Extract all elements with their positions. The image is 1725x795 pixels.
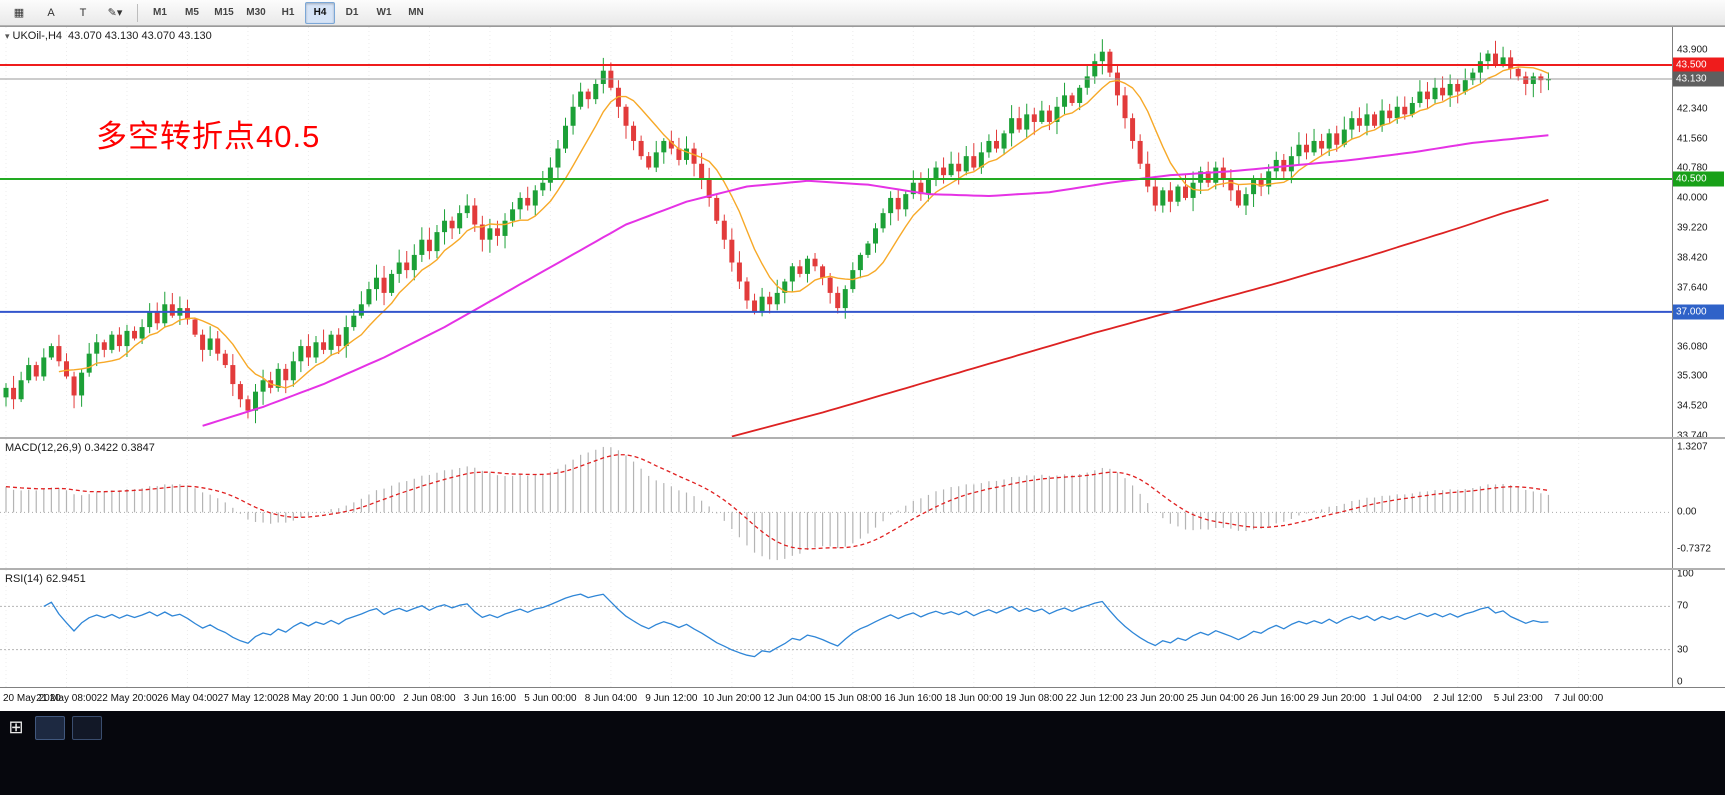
- toolbar-separator: [137, 3, 138, 22]
- timeframe-m1-button[interactable]: M1: [153, 7, 167, 18]
- time-axis-label: 22 Jun 12:00: [1065, 693, 1124, 704]
- rsi-canvas[interactable]: [0, 570, 1672, 687]
- time-axis[interactable]: 20 May 2020 21 May 08:00 22 May 20:00 26 Ma…: [0, 687, 1725, 711]
- macd-axis[interactable]: 1.3207 0.00 -0.7372: [1672, 439, 1725, 568]
- time-axis-label: 10 Jun 20:00: [702, 693, 761, 704]
- chart-title: ▾ UKOil-,H4 43.070 43.130 43.070 43.130: [5, 30, 212, 42]
- toolbar: ▦ A T ✎▾ M1 M5 M15 M30 H1 H4 D1 W1 MN: [0, 0, 1725, 26]
- timeframe-w1-button[interactable]: W1: [376, 7, 392, 18]
- timeframe-d1-button[interactable]: D1: [345, 7, 359, 18]
- time-axis-label: 8 Jun 04:00: [584, 693, 638, 704]
- time-axis-label: 16 Jun 16:00: [884, 693, 943, 704]
- macd-axis-label: -0.7372: [1677, 543, 1711, 555]
- price-axis-label: 39.220: [1677, 222, 1708, 234]
- price-axis-label: 43.900: [1677, 44, 1708, 56]
- price-badge-43.130: 43.130: [1673, 71, 1724, 87]
- ohlc-readout: 43.070 43.130 43.070 43.130: [68, 30, 212, 42]
- time-axis-label: 26 Jun 16:00: [1247, 693, 1306, 704]
- toolbar-icon-group: ▦ A T ✎▾: [4, 2, 130, 24]
- price-badge-40.500: 40.500: [1673, 171, 1724, 187]
- time-axis-label: 2 Jul 12:00: [1433, 693, 1483, 704]
- price-axis-label: 33.740: [1677, 430, 1708, 437]
- time-axis-label: 3 Jun 16:00: [463, 693, 517, 704]
- price-axis-label: 40.000: [1677, 192, 1708, 204]
- time-axis-label: 27 May 12:00: [217, 693, 279, 704]
- price-axis-label: 38.420: [1677, 252, 1708, 264]
- timeframe-h4-button[interactable]: H4: [305, 1, 335, 24]
- timeframe-m15-button[interactable]: M15: [214, 7, 234, 18]
- panel-splitter[interactable]: [0, 437, 1725, 439]
- timeframe-m30-button[interactable]: M30: [246, 7, 266, 18]
- macd-axis-label: 0.00: [1677, 506, 1697, 518]
- text-label-a-button[interactable]: A: [47, 6, 55, 19]
- main-chart-panel: ▾ UKOil-,H4 43.070 43.130 43.070 43.130 多空…: [0, 26, 1725, 437]
- time-axis-label: 15 Jun 08:00: [823, 693, 882, 704]
- windows-taskbar: ⊞: [0, 711, 1725, 795]
- taskbar-app-icon-1[interactable]: [35, 716, 65, 740]
- price-axis-label: 41.560: [1677, 133, 1708, 145]
- time-axis-label: 21 May 08:00: [36, 693, 97, 704]
- price-axis-label: 34.520: [1677, 400, 1708, 412]
- time-axis-label: 1 Jun 00:00: [342, 693, 396, 704]
- time-axis-label: 29 Jun 20:00: [1307, 693, 1366, 704]
- rsi-axis-label: 100: [1677, 570, 1694, 580]
- market-watch-icon-button[interactable]: ▦: [13, 7, 25, 19]
- taskbar-app-icon-2[interactable]: [72, 716, 102, 740]
- price-axis[interactable]: 43.900 42.340 41.560 40.780 40.000 39.220 38.4…: [1672, 27, 1725, 437]
- time-axis-label: 19 Jun 08:00: [1005, 693, 1064, 704]
- price-axis-label: 42.340: [1677, 103, 1708, 115]
- time-axis-label: 22 May 20:00: [96, 693, 158, 704]
- timeframe-h1-button[interactable]: H1: [281, 7, 295, 18]
- timeframe-m5-button[interactable]: M5: [185, 7, 199, 18]
- start-icon[interactable]: ⊞: [8, 717, 24, 737]
- price-axis-label: 35.300: [1677, 370, 1708, 382]
- rsi-axis-label: 30: [1677, 644, 1689, 656]
- macd-panel: MACD(12,26,9) 0.3422 0.3847 1.3207 0.00 -0…: [0, 439, 1725, 568]
- time-axis-label: 28 May 20:00: [278, 693, 339, 704]
- rsi-axis-label: 70: [1677, 600, 1689, 612]
- time-axis-label: 1 Jul 04:00: [1372, 693, 1422, 704]
- price-axis-label: 40.780: [1677, 162, 1708, 174]
- time-axis-label: 7 Jul 00:00: [1554, 693, 1604, 704]
- time-axis-label: 5 Jun 00:00: [524, 693, 577, 704]
- rsi-panel: RSI(14) 62.9451 100 70 30 0: [0, 570, 1725, 687]
- timeframe-mn-button[interactable]: MN: [408, 7, 424, 18]
- draw-tool-dropdown-button[interactable]: ✎▾: [107, 7, 123, 19]
- main-chart-canvas[interactable]: [0, 27, 1672, 437]
- panel-splitter[interactable]: [0, 568, 1725, 570]
- rsi-axis-label: 0: [1677, 676, 1683, 688]
- time-axis-label: 2 Jun 08:00: [403, 693, 456, 704]
- rsi-axis[interactable]: 100 70 30 0: [1672, 570, 1725, 687]
- time-axis-label: 12 Jun 04:00: [763, 693, 822, 704]
- price-axis-label: 36.080: [1677, 341, 1708, 353]
- macd-axis-label: 1.3207: [1677, 441, 1708, 453]
- timeframe-group: M1 M5 M15 M30 H1 H4 D1 W1 MN: [145, 1, 431, 24]
- price-badge-43.500: 43.500: [1673, 57, 1724, 73]
- time-axis-label: 26 May 04:00: [157, 693, 218, 704]
- price-axis-label: 37.640: [1677, 282, 1708, 294]
- rsi-label: RSI(14) 62.9451: [5, 573, 86, 585]
- time-axis-label: 20 May 2020: [3, 693, 61, 704]
- chart-dropdown-icon[interactable]: ▾: [5, 31, 10, 41]
- symbol-period-label: UKOil-,H4: [12, 30, 63, 42]
- macd-label: MACD(12,26,9) 0.3422 0.3847: [5, 442, 155, 454]
- text-tool-t-button[interactable]: T: [79, 6, 87, 19]
- time-axis-label: 25 Jun 04:00: [1186, 693, 1245, 704]
- time-axis-label: 5 Jul 23:00: [1493, 693, 1543, 704]
- price-badge-37.000: 37.000: [1673, 304, 1724, 320]
- time-axis-label: 18 Jun 00:00: [944, 693, 1003, 704]
- time-axis-label: 9 Jun 12:00: [645, 693, 698, 704]
- annotation-text: 多空转折点40.5: [96, 119, 321, 154]
- time-axis-label: 23 Jun 20:00: [1126, 693, 1185, 704]
- macd-canvas[interactable]: [0, 439, 1672, 568]
